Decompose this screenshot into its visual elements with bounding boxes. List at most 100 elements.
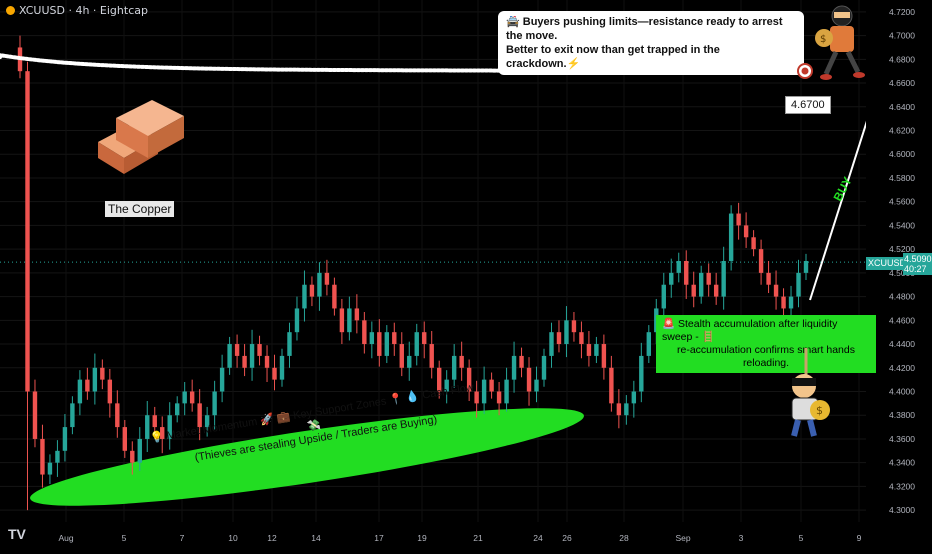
accumulation-note-line1: 🚨 Stealth accumulation after liquidity s… [662, 318, 838, 343]
price-tick-label: 4.6400 [889, 102, 915, 112]
current-price-value: 4.5090 40:27 [903, 253, 932, 275]
candle-body [624, 403, 629, 416]
price-tick-label: 4.3200 [889, 481, 915, 491]
copper-label: The Copper [105, 201, 175, 217]
candle-body [758, 249, 764, 273]
candle-body [189, 391, 195, 404]
candle-body [556, 332, 562, 345]
price-tick-label: 4.5600 [889, 197, 915, 207]
resistance-note: 🚔 Buyers pushing limits—resistance ready… [498, 11, 804, 75]
candle-body [631, 391, 637, 404]
price-tick-label: 4.4200 [889, 363, 915, 373]
price-tick-label: 4.5200 [889, 244, 915, 254]
candle-body [152, 415, 157, 428]
candle-body [384, 332, 389, 356]
candle-body [317, 272, 322, 297]
price-tick-label: 4.4400 [889, 339, 915, 349]
candle-body [788, 296, 794, 309]
candle-body [272, 367, 277, 380]
candle-body [691, 284, 696, 297]
candle-body [399, 344, 404, 368]
candle-body [444, 379, 449, 392]
price-tick-label: 4.6200 [889, 126, 915, 136]
candle-body [204, 415, 210, 428]
candle-body [661, 284, 666, 309]
price-tick-label: 4.4000 [889, 387, 915, 397]
candle-body [751, 237, 756, 250]
candle-body [70, 403, 75, 428]
candle-body [354, 308, 360, 321]
time-tick-label: 14 [311, 533, 321, 543]
price-tick-label: 4.7000 [889, 31, 915, 41]
symbol-icon [6, 6, 15, 15]
candle-body [182, 391, 187, 404]
candle-body [115, 403, 120, 428]
thief-running-icon: $ [815, 5, 865, 80]
candle-body [294, 308, 300, 333]
time-tick-label: 28 [619, 533, 629, 543]
candle-body [40, 438, 45, 475]
candle-body [242, 355, 247, 368]
thief-climbing-icon: $ [791, 348, 830, 437]
price-tick-label: 4.4800 [889, 292, 915, 302]
price-tick-label: 4.6800 [889, 54, 915, 64]
price-tick-label: 4.5400 [889, 220, 915, 230]
candle-body [571, 320, 577, 333]
candle-body [249, 344, 255, 368]
candle-body [257, 344, 262, 356]
candle-body [451, 355, 457, 380]
candle-body [47, 462, 53, 475]
candle-body [287, 332, 292, 356]
candle-body [362, 320, 367, 345]
candle-body [766, 272, 771, 285]
candle-body [279, 355, 285, 380]
candle-body [669, 272, 674, 285]
candle-body [422, 332, 427, 345]
candle-body [496, 391, 502, 404]
thief-running-illustration: $ [812, 2, 868, 86]
time-tick-label: Sep [675, 533, 690, 543]
target-price-text: 4.6700 [791, 99, 825, 111]
candle-body [167, 415, 172, 439]
candle-body [713, 284, 719, 297]
candle-body [62, 427, 68, 451]
candle-body [392, 332, 397, 345]
candle-body [160, 427, 165, 439]
candle-body [743, 225, 749, 238]
candle-body [122, 427, 127, 451]
price-tick-label: 4.3000 [889, 505, 915, 515]
candle-body [511, 355, 517, 380]
candle-body [212, 391, 217, 416]
candle-body [706, 272, 711, 285]
candle-body [459, 355, 464, 368]
candle-body [92, 367, 98, 392]
candle-body [264, 355, 270, 368]
candle-body [130, 450, 135, 463]
candle-body [616, 403, 622, 416]
price-tag-countdown: 40:27 [904, 264, 927, 274]
price-axis: 4.7200 4.7000 4.6800 4.6600 4.6400 4.6200 4.60… [866, 0, 932, 550]
price-axis-bg [866, 0, 932, 550]
time-tick-label: 5 [799, 533, 804, 543]
candle-body [309, 284, 315, 297]
candle-body [534, 379, 539, 392]
tradingview-logo: TV [8, 526, 26, 542]
candle-body [594, 344, 599, 356]
candle-body [646, 332, 651, 356]
candle-body [489, 379, 494, 392]
candle-body [302, 284, 307, 309]
accumulation-note-line2: re-accumulation confirms smart hands rel… [677, 344, 855, 369]
candle-body [32, 391, 38, 439]
thief-climbing-illustration: $ [778, 348, 836, 440]
candle-body [25, 71, 30, 392]
time-tick-label: 10 [228, 533, 238, 543]
time-tick-label: 5 [122, 533, 127, 543]
candle-body [137, 438, 142, 463]
candle-body [684, 261, 689, 285]
time-tick-label: 7 [180, 533, 185, 543]
candle-body [519, 355, 524, 368]
candle-body [437, 367, 442, 392]
chart-header: XCUUSD · 4h · Eightcap [6, 4, 148, 17]
